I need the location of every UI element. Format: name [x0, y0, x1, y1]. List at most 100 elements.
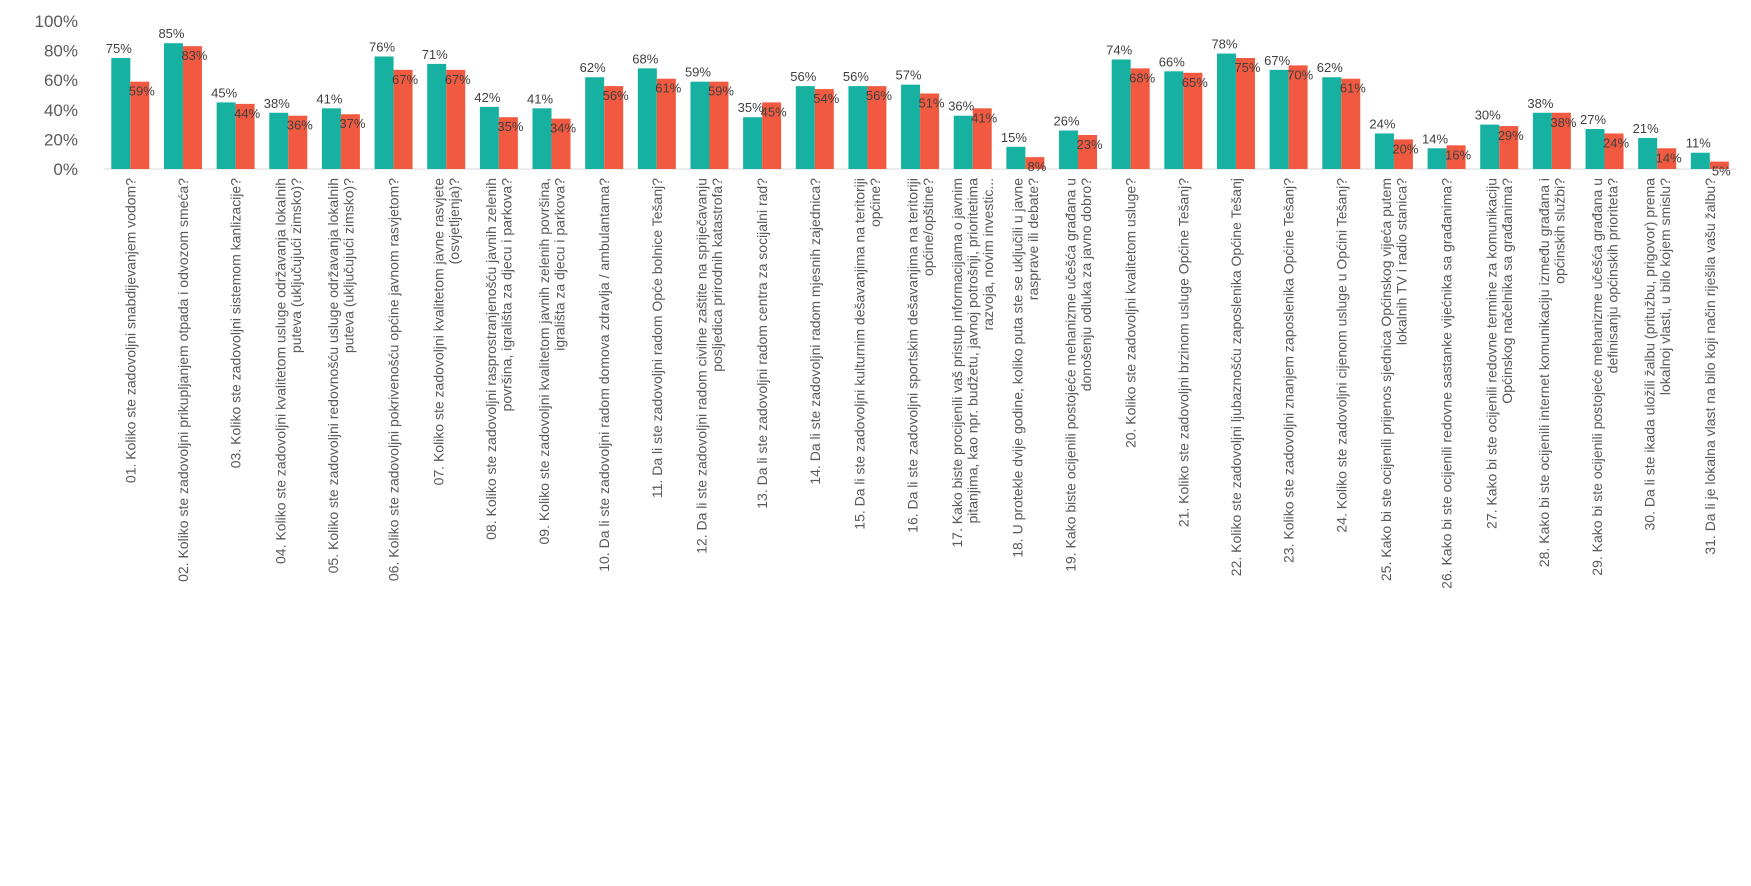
x-tick-label: 14. Da li ste zadovoljni radom mjesnih z…: [807, 178, 823, 485]
data-label: 41%: [527, 91, 553, 106]
data-label: 67%: [392, 72, 418, 87]
bar-series-b: [1288, 65, 1308, 169]
bar-series-b: [393, 69, 413, 169]
data-label: 42%: [474, 90, 500, 105]
data-label: 59%: [708, 84, 734, 99]
x-tick-label: 20. Koliko ste zadovoljni kvalitetom usl…: [1123, 178, 1139, 448]
y-tick-label: 100%: [35, 12, 78, 31]
bar-series-b: [130, 81, 150, 169]
data-label: 41%: [316, 91, 342, 106]
x-tick-label: 04. Koliko ste zadovoljni kvalitetom usl…: [273, 178, 305, 564]
bar-series-b: [1446, 145, 1466, 169]
bar-series-b: [182, 46, 202, 169]
y-tick-label: 40%: [44, 101, 78, 120]
data-label: 59%: [685, 65, 711, 80]
data-label: 70%: [1287, 67, 1313, 82]
data-label: 65%: [1182, 75, 1208, 90]
x-tick-label: 26. Kako bi ste ocijenili redovne sastan…: [1439, 178, 1455, 589]
bar-series-a: [479, 106, 499, 169]
data-label: 5%: [1712, 164, 1731, 179]
data-label: 83%: [181, 48, 207, 63]
x-tick-label: 05. Koliko ste zadovoljni redovnošću usl…: [325, 178, 357, 574]
data-label: 67%: [1264, 53, 1290, 68]
bar-series-b: [867, 86, 887, 169]
bar-series-a: [1427, 148, 1447, 169]
bar-series-b: [972, 108, 992, 169]
data-label: 38%: [1550, 115, 1576, 130]
data-label: 76%: [369, 40, 395, 55]
data-label: 56%: [843, 69, 869, 84]
bar-series-a: [216, 102, 236, 169]
bar-series-a: [427, 63, 447, 169]
bar-series-a: [1532, 112, 1552, 169]
bar-series-a: [1638, 137, 1658, 169]
data-label: 15%: [1001, 130, 1027, 145]
bar-series-b: [235, 103, 255, 169]
bar-series-b: [920, 93, 940, 169]
bar-series-a: [1374, 133, 1394, 169]
x-tick-label: 03. Koliko ste zadovoljni sistemom kanli…: [228, 178, 244, 468]
data-label: 8%: [1027, 159, 1046, 174]
data-label: 14%: [1422, 131, 1448, 146]
bar-series-a: [1164, 71, 1184, 169]
bar-series-b: [814, 89, 834, 169]
bar-series-a: [953, 115, 973, 169]
data-label: 35%: [738, 100, 764, 115]
bar-series-b: [762, 102, 782, 169]
x-tick-label: 22. Koliko ste zadovoljni ljubaznošću za…: [1228, 178, 1244, 576]
data-label: 71%: [422, 47, 448, 62]
y-tick-label: 0%: [53, 160, 78, 179]
data-label: 57%: [896, 68, 922, 83]
y-axis: 0% 20% 40% 60% 80% 100%: [35, 12, 78, 179]
data-label: 56%: [603, 88, 629, 103]
bars: [111, 43, 1729, 170]
bar-series-a: [269, 112, 289, 169]
data-labels: 75%59%85%83%45%44%38%36%41%37%76%67%71%6…: [106, 26, 1731, 178]
data-label: 34%: [550, 121, 576, 136]
y-tick-label: 80%: [44, 42, 78, 61]
bar-series-b: [656, 78, 676, 169]
data-label: 24%: [1369, 116, 1395, 131]
data-label: 62%: [1317, 60, 1343, 75]
data-label: 36%: [948, 99, 974, 114]
data-label: 62%: [580, 60, 606, 75]
x-tick-label: 13. Da li ste zadovoljni radom centra za…: [754, 178, 770, 509]
bar-series-b: [1551, 112, 1571, 169]
bar-series-a: [163, 43, 183, 170]
bar-series-b: [1604, 133, 1624, 169]
data-label: 56%: [866, 88, 892, 103]
data-label: 23%: [1077, 137, 1103, 152]
x-axis-labels: 01. Koliko ste zadovoljni snabdijevanjem…: [122, 178, 1717, 589]
bar-series-b: [551, 118, 571, 169]
x-tick-label: 08. Koliko ste zadovoljni rasprostranjen…: [483, 178, 515, 540]
x-tick-label: 17. Kako biste procijenili vaš pristup i…: [949, 178, 996, 548]
bar-series-a: [690, 81, 710, 169]
bar-series-a: [532, 108, 552, 169]
x-tick-label: 30. Da li ste ikada uložili žalbu (pritu…: [1641, 178, 1673, 531]
bar-series-a: [848, 86, 868, 169]
bar-series-b: [1499, 126, 1519, 169]
data-label: 11%: [1686, 136, 1711, 151]
data-label: 75%: [1234, 60, 1260, 75]
data-label: 68%: [1129, 70, 1155, 85]
x-tick-label: 09. Koliko ste zadovoljni kvalitetom jav…: [536, 178, 568, 545]
data-label: 45%: [761, 104, 787, 119]
data-label: 38%: [264, 96, 290, 111]
bar-series-b: [709, 81, 729, 169]
bar-series-a: [1059, 130, 1079, 169]
bar-series-b: [1393, 139, 1413, 169]
data-label: 54%: [813, 91, 839, 106]
data-label: 67%: [445, 72, 471, 87]
data-label: 38%: [1527, 96, 1553, 111]
bar-series-b: [1235, 58, 1255, 169]
data-label: 66%: [1159, 54, 1185, 69]
bar-series-b: [1183, 72, 1203, 169]
bar-series-a: [1269, 69, 1289, 169]
data-label: 44%: [234, 106, 260, 121]
x-tick-label: 19. Kako biste ocijenili postojeće mehan…: [1062, 178, 1094, 572]
bar-series-b: [288, 115, 308, 169]
data-label: 56%: [790, 69, 816, 84]
data-label: 24%: [1603, 135, 1629, 150]
bar-series-a: [585, 77, 605, 169]
